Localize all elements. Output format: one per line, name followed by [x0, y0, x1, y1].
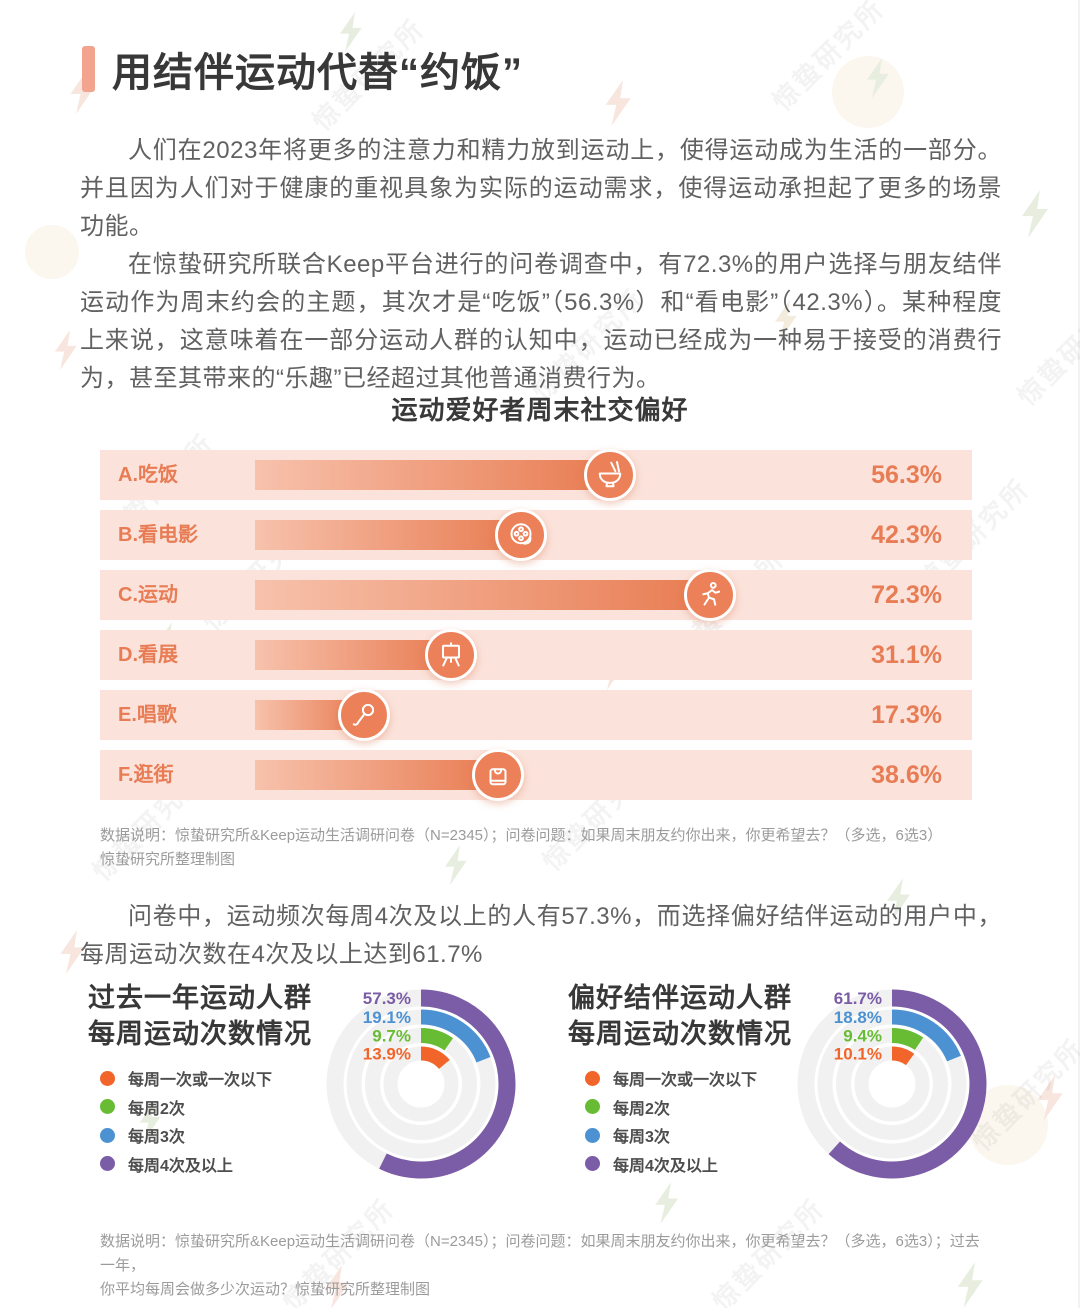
bar-value-label: 56.3%: [871, 461, 942, 489]
watermark-circle: [25, 225, 79, 279]
donut-ring-value-label: 19.1%: [363, 1008, 411, 1027]
bar-category-label: F.逛街: [118, 764, 174, 786]
legend-label: 每周3次: [613, 1129, 670, 1147]
legend-dot-icon: [100, 1099, 115, 1115]
bar-value-label: 17.3%: [871, 701, 942, 729]
page-header: 用结伴运动代替“约饭”: [82, 40, 523, 98]
donut-right-legend: 每周一次或一次以下 每周2次每周3次每周4次及以上: [585, 1064, 757, 1178]
donut-right-heading: 偏好结伴运动人群 每周运动次数情况: [568, 983, 792, 1049]
watermark-brand-text: 惊蛰研究所: [766, 0, 891, 117]
legend-item: 每周一次或一次以下: [100, 1064, 272, 1093]
donut-ring-4: [420, 1046, 450, 1070]
legend-item: 每周4次及以上: [100, 1150, 272, 1179]
bar-chart-title: 运动爱好者周末社交偏好: [391, 395, 689, 425]
legend-item: 每周2次: [585, 1093, 757, 1122]
rice-bowl-icon: [583, 449, 636, 501]
donut-ring-1: [379, 989, 516, 1179]
lightning-bolt-icon: [600, 80, 646, 131]
title-accent-bar: [82, 46, 95, 92]
donut-ring-value-label: 61.7%: [834, 989, 882, 1008]
paragraph-1: 人们在2023年将更多的注意力和精力放到运动上，使得运动成为生活的一部分。并且因…: [80, 137, 1002, 240]
legend-label: 每周3次: [128, 1129, 185, 1147]
bar-fill: [255, 520, 522, 550]
weekend-social-preference-bar-chart: A.吃饭 56.3% B.看电影 42.3% C.运动 72.3% D.看展 31.1% E.唱…: [100, 449, 972, 810]
donut-ring-value-label: 57.3%: [363, 989, 411, 1008]
legend-dot-icon: [585, 1099, 600, 1115]
bar-fill: [255, 760, 499, 790]
donut-ring-2: [891, 1009, 961, 1062]
bar-row: B.看电影 42.3%: [100, 509, 972, 561]
donut-ring-3: [420, 1028, 454, 1051]
microphone-icon: [337, 689, 390, 741]
bar-value-label: 31.1%: [871, 641, 942, 669]
legend-item: 每周3次: [100, 1121, 272, 1150]
lightning-bolt-icon: [862, 58, 902, 103]
legend-label: 每周一次或一次以下: [613, 1072, 758, 1090]
paragraph-2: 在惊蛰研究所联合Keep平台进行的问卷调查中，有72.3%的用户选择与朋友结伴运…: [80, 251, 1002, 392]
bar-row: A.吃饭 56.3%: [100, 449, 972, 501]
legend-label: 每周4次及以上: [613, 1157, 718, 1175]
bar-row: F.逛街 38.6%: [100, 749, 972, 801]
bar-fill: [255, 640, 451, 670]
bar-category-label: B.看电影: [118, 524, 198, 546]
donut-ring-value-label: 13.9%: [363, 1045, 411, 1064]
paragraph-3: 问卷中，运动频次每周4次及以上的人有57.3%，而选择偏好结伴运动的用户中，每周…: [80, 903, 1002, 968]
legend-dot-icon: [100, 1127, 115, 1143]
donut-left-heading: 过去一年运动人群 每周运动次数情况: [88, 983, 312, 1049]
bar-row: D.看展 31.1%: [100, 629, 972, 681]
bar-row: C.运动 72.3%: [100, 569, 972, 621]
legend-label: 每周4次及以上: [128, 1157, 233, 1175]
donut-ring-value-label: 18.8%: [834, 1008, 882, 1027]
bar-chart-data-note: 数据说明：惊蛰研究所&Keep运动生活调研问卷（N=2345）；问卷问题：如果周…: [100, 827, 943, 868]
lightning-bolt-icon: [1032, 1075, 1078, 1126]
legend-dot-icon: [585, 1070, 600, 1086]
donut-left-legend: 每周一次或一次以下 每周2次每周3次每周4次及以上: [100, 1064, 272, 1178]
lightning-bolt-icon: [1016, 190, 1064, 243]
legend-label: 每周2次: [128, 1100, 185, 1118]
runner-icon: [684, 569, 737, 621]
donut-chart-all-sporters: 57.3% 19.1% 9.7% 13.9%: [303, 966, 539, 1207]
page-title: 用结伴运动代替“约饭”: [112, 51, 523, 95]
bar-row: E.唱歌 17.3%: [100, 689, 972, 741]
donut-ring-value-label: 10.1%: [834, 1045, 882, 1064]
bar-value-label: 72.3%: [871, 581, 942, 609]
donut-ring-value-label: 9.7%: [372, 1027, 411, 1046]
legend-dot-icon: [585, 1156, 600, 1172]
legend-item: 每周3次: [585, 1121, 757, 1150]
legend-item: 每周2次: [100, 1093, 272, 1122]
donut-ring-4: [891, 1046, 915, 1066]
lightning-bolt-icon: [650, 1182, 692, 1229]
frequency-paragraph-block: 问卷中，运动频次每周4次及以上的人有57.3%，而选择偏好结伴运动的用户中，每周…: [80, 898, 1002, 974]
legend-dot-icon: [585, 1127, 600, 1143]
bar-category-label: A.吃饭: [118, 464, 178, 486]
intro-paragraphs: 人们在2023年将更多的注意力和精力放到运动上，使得运动成为生活的一部分。并且因…: [80, 132, 1002, 398]
donut-ring-2: [420, 1009, 491, 1063]
easel-board-icon: [424, 629, 477, 681]
bar-fill: [255, 460, 610, 490]
film-reel-icon: [495, 509, 548, 561]
donut-ring-3: [891, 1028, 924, 1051]
legend-label: 每周2次: [613, 1100, 670, 1118]
legend-item: 每周4次及以上: [585, 1150, 757, 1179]
legend-item: 每周一次或一次以下: [585, 1064, 757, 1093]
watermark-circle: [832, 56, 904, 128]
bar-value-label: 42.3%: [871, 521, 942, 549]
legend-dot-icon: [100, 1070, 115, 1086]
bar-fill: [255, 580, 711, 610]
donut-charts-data-note: 数据说明：惊蛰研究所&Keep运动生活调研问卷（N=2345）；问卷问题：如果周…: [100, 1233, 980, 1298]
donut-chart-buddy-preferrers: 61.7% 18.8% 9.4% 10.1%: [774, 966, 1010, 1207]
bar-category-label: C.运动: [118, 584, 178, 606]
legend-label: 每周一次或一次以下: [128, 1072, 273, 1090]
legend-dot-icon: [100, 1156, 115, 1172]
bar-category-label: D.看展: [118, 644, 178, 666]
donut-ring-value-label: 9.4%: [843, 1027, 882, 1046]
shopping-bag-icon: [472, 749, 525, 801]
bar-value-label: 38.6%: [871, 761, 942, 789]
bar-category-label: E.唱歌: [118, 704, 177, 726]
